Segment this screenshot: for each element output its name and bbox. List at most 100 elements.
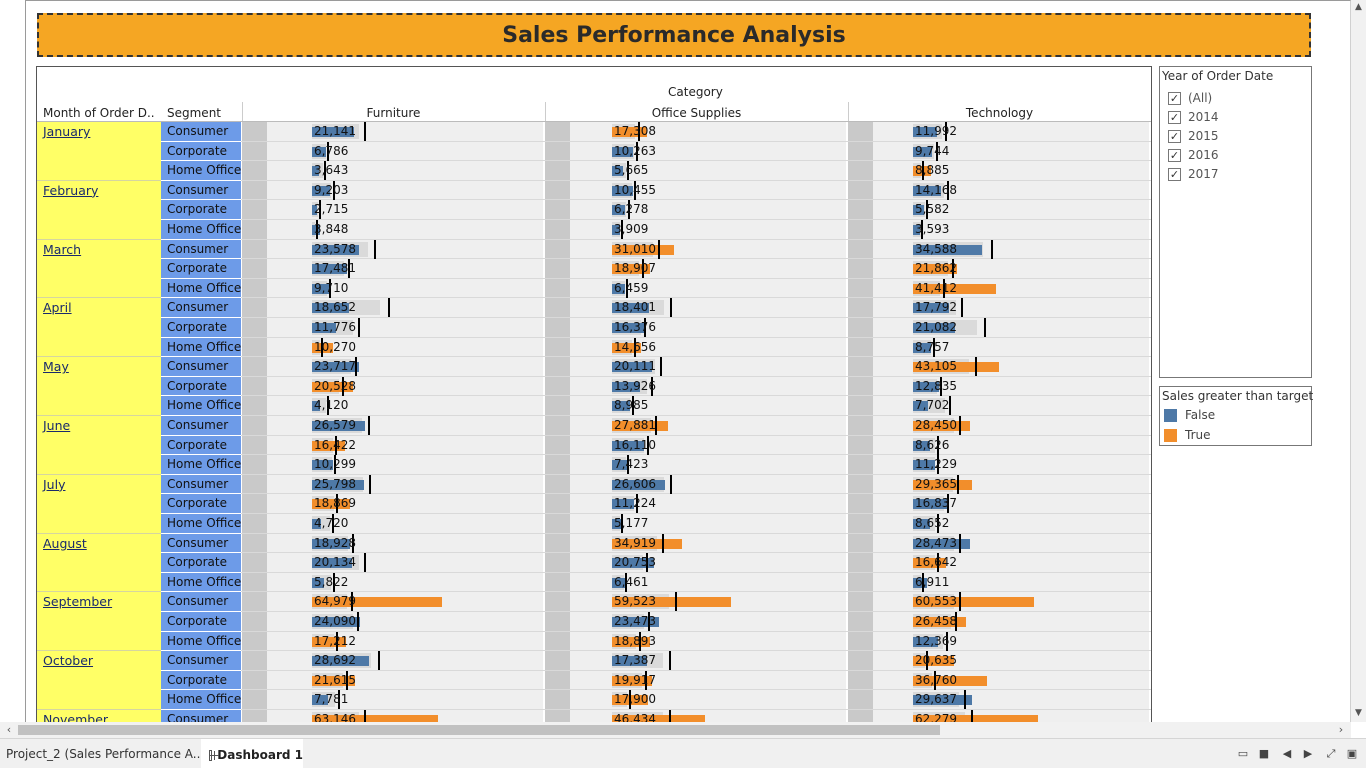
category-header-technology[interactable]: Technology [848,106,1151,120]
sales-value-label: 28,473 [915,536,957,550]
next-sheet-icon[interactable]: ▶ [1301,748,1315,760]
segment-label: Home Office [167,692,241,706]
legend-item[interactable]: False [1164,406,1215,424]
fit-screen-icon[interactable]: ⤢ [1324,748,1338,760]
legend-swatch [1164,409,1177,422]
month-cell: August [37,534,162,593]
category-header-office-supplies[interactable]: Office Supplies [545,106,848,120]
segment-cell: Corporate [161,612,241,632]
year-option[interactable]: ✓ 2014 [1168,108,1219,126]
legend-item[interactable]: True [1164,426,1211,444]
sales-value-label: 17,212 [314,634,356,648]
tab-data-source[interactable]: Project_2 (Sales Performance A... [6,739,200,768]
month-link-march[interactable]: March [43,242,81,257]
tab-dashboard-1[interactable]: Dashboard 1 [201,739,303,768]
vertical-scrollbar[interactable]: ▲ ▼ [1351,0,1366,722]
sales-value-label: 60,553 [915,594,957,608]
scroll-down-icon[interactable]: ▼ [1351,706,1366,720]
row-divider [241,297,1151,298]
prev-sheet-icon[interactable]: ◀ [1280,748,1294,760]
sales-value-label: 62,279 [915,712,957,722]
month-link-july[interactable]: July [43,477,65,492]
sales-value-label: 59,523 [614,594,656,608]
sales-value-label: 5,582 [915,202,949,216]
sales-value-label: 20,111 [614,359,656,373]
sales-value-label: 20,134 [314,555,356,569]
sales-value-label: 11,224 [614,496,656,510]
segment-cell: Consumer [161,416,241,436]
segment-label: Consumer [167,536,228,550]
month-column-header[interactable]: Month of Order D.. [43,106,155,120]
segment-label: Consumer [167,653,228,667]
target-line [959,534,961,553]
month-link-september[interactable]: September [43,594,112,609]
row-divider [241,337,1151,338]
year-filter-panel: Year of Order Date ✓ (All) ✓ 2014 ✓ 2015 ✓ 2016… [1159,66,1312,378]
horizontal-scrollbar[interactable]: ‹ › [0,722,1351,738]
segment-cell: Home Office [161,338,241,358]
legend-label: True [1185,428,1211,442]
target-line [364,710,366,722]
sales-value-label: 12,835 [915,379,957,393]
sales-value-label: 17,308 [614,124,656,138]
presentation-mode-icon[interactable]: ▣ [1345,748,1359,760]
month-link-february[interactable]: February [43,183,98,198]
year-option[interactable]: ✓ 2016 [1168,146,1219,164]
month-link-january[interactable]: January [43,124,90,139]
target-line [670,298,672,317]
sales-value-label: 23,473 [614,614,656,628]
target-line [364,553,366,572]
year-option[interactable]: ✓ 2015 [1168,127,1219,145]
row-divider [241,611,1151,612]
month-link-may[interactable]: May [43,359,69,374]
month-cell: July [37,475,162,534]
checkbox-icon[interactable]: ✓ [1168,92,1181,105]
sales-table-view[interactable]: Category Month of Order D.. Segment Furn… [36,66,1152,722]
segment-label: Home Office [167,222,241,236]
category-header-furniture[interactable]: Furniture [242,106,545,120]
segment-cell: Corporate [161,494,241,514]
row-divider [241,689,1151,690]
film-strip-icon[interactable]: ▭ [1236,748,1250,760]
checkbox-icon[interactable]: ✓ [1168,130,1181,143]
target-line [358,318,360,337]
year-option[interactable]: ✓ (All) [1168,89,1212,107]
tabs-view-icon[interactable]: ■ [1257,748,1271,760]
sales-value-label: 21,082 [915,320,957,334]
segment-label: Corporate [167,673,227,687]
row-divider [241,239,1151,240]
sales-value-label: 10,270 [314,340,356,354]
segment-cell: Home Office [161,690,241,710]
checkbox-icon[interactable]: ✓ [1168,149,1181,162]
month-link-april[interactable]: April [43,300,72,315]
row-divider [241,219,1151,220]
segment-column-header[interactable]: Segment [167,106,221,120]
month-link-august[interactable]: August [43,536,87,551]
target-line [364,122,366,141]
sales-value-label: 27,881 [614,418,656,432]
month-cell: April [37,298,162,357]
sales-value-label: 7,781 [314,692,348,706]
segment-cell: Home Office [161,573,241,593]
scroll-right-icon[interactable]: › [1334,722,1348,738]
month-cell: March [37,240,162,299]
month-link-june[interactable]: June [43,418,70,433]
month-link-october[interactable]: October [43,653,93,668]
checkbox-icon[interactable]: ✓ [1168,168,1181,181]
legend-title: Sales greater than target [1162,389,1313,403]
horizontal-scroll-thumb[interactable] [18,725,940,735]
segment-cell: Consumer [161,710,241,722]
sales-value-label: 46,434 [614,712,656,722]
sales-value-label: 20,528 [314,379,356,393]
scroll-up-icon[interactable]: ▲ [1351,0,1366,14]
sales-value-label: 26,606 [614,477,656,491]
scroll-left-icon[interactable]: ‹ [2,722,16,738]
checkbox-icon[interactable]: ✓ [1168,111,1181,124]
segment-label: Consumer [167,242,228,256]
sales-value-label: 8,885 [915,163,949,177]
sales-value-label: 26,458 [915,614,957,628]
month-link-november[interactable]: November [43,712,108,722]
row-divider [241,278,1151,279]
year-option[interactable]: ✓ 2017 [1168,165,1219,183]
